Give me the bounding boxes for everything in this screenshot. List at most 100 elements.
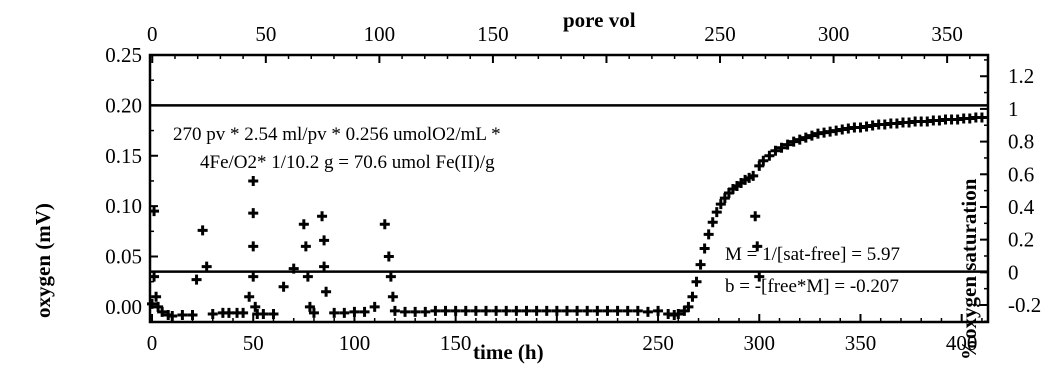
data-point xyxy=(383,251,394,262)
plot-frame xyxy=(148,53,990,324)
data-point xyxy=(719,193,730,204)
top-x-axis-title: pore vol xyxy=(563,8,636,32)
data-point xyxy=(460,305,471,316)
data-point xyxy=(612,305,623,316)
data-point xyxy=(800,132,811,143)
data-point xyxy=(308,307,319,318)
data-point xyxy=(750,211,761,222)
data-point xyxy=(339,307,350,318)
data-point xyxy=(248,271,259,282)
right-y-tick-label-1: 0 xyxy=(1008,260,1019,284)
top-x-tick-label-300: 300 xyxy=(818,22,850,46)
data-point xyxy=(147,298,158,309)
data-point xyxy=(430,305,441,316)
top-x-tick-label-0: 0 xyxy=(147,22,158,46)
data-point xyxy=(288,263,299,274)
data-point xyxy=(304,301,315,312)
right-y-tick-label-6: 1 xyxy=(1008,97,1019,121)
data-point xyxy=(632,305,643,316)
data-point xyxy=(258,308,269,319)
data-point xyxy=(389,305,400,316)
y-tick-label-5: 0.25 xyxy=(105,43,142,67)
data-point xyxy=(541,305,552,316)
data-point xyxy=(149,206,160,217)
data-point xyxy=(752,241,763,252)
x-tick-label-100: 100 xyxy=(339,331,371,355)
y-tick-label-2: 0.10 xyxy=(105,194,142,218)
data-point xyxy=(776,142,787,153)
data-point xyxy=(400,306,411,317)
right-y-axis-title: %oxygen saturation xyxy=(957,178,981,360)
data-point xyxy=(711,207,722,218)
data-points xyxy=(147,112,987,321)
data-point xyxy=(187,309,198,320)
data-point xyxy=(806,130,817,141)
data-point xyxy=(385,271,396,282)
data-point xyxy=(582,305,593,316)
top-x-tick-label-350: 350 xyxy=(931,22,963,46)
data-point xyxy=(788,136,799,147)
top-x-tick-label-250: 250 xyxy=(704,22,736,46)
data-point xyxy=(207,308,218,319)
data-point xyxy=(491,305,502,316)
data-point xyxy=(379,219,390,230)
data-point xyxy=(653,305,664,316)
data-point xyxy=(248,175,259,186)
data-point xyxy=(748,170,759,181)
data-point xyxy=(699,243,710,254)
data-point xyxy=(248,241,259,252)
top-x-tick-label-50: 50 xyxy=(255,22,276,46)
y-axis-title: oxygen (mV) xyxy=(31,203,55,318)
annotations: 270 pv * 2.54 ml/pv * 0.256 umolO2/mL * … xyxy=(173,124,900,297)
x-axis-title: time (h) xyxy=(473,340,544,364)
data-point xyxy=(592,305,603,316)
data-point xyxy=(703,229,714,240)
data-point xyxy=(191,274,202,285)
x-tick-label-400: 400 xyxy=(946,331,978,355)
data-point xyxy=(153,301,164,312)
data-point xyxy=(149,271,160,282)
data-point xyxy=(440,305,451,316)
y-tick-label-4: 0.20 xyxy=(105,93,142,117)
data-point xyxy=(410,306,421,317)
data-point xyxy=(715,199,726,210)
right-y-tick-label-2: 0.2 xyxy=(1008,228,1034,252)
data-point xyxy=(561,305,572,316)
data-point xyxy=(369,301,380,312)
data-point xyxy=(450,305,461,316)
data-point xyxy=(976,112,987,123)
data-point xyxy=(794,134,805,145)
annotation-line-3: M = 1/[sat-free] = 5.97 xyxy=(725,244,900,265)
axis-titles: time (h) pore vol oxygen (mV) %oxygen sa… xyxy=(31,8,981,364)
right-y-tick-label-4: 0.6 xyxy=(1008,162,1034,186)
x-tick-label-50: 50 xyxy=(243,331,264,355)
data-point xyxy=(151,291,162,302)
data-point xyxy=(268,308,279,319)
right-y-tick-label-5: 0.8 xyxy=(1008,130,1034,154)
data-point xyxy=(683,301,694,312)
data-point xyxy=(602,305,613,316)
annotation-line-1: 270 pv * 2.54 ml/pv * 0.256 umolO2/mL * xyxy=(173,124,501,145)
data-point xyxy=(551,305,562,316)
x-tick-label-0: 0 xyxy=(147,331,158,355)
data-point xyxy=(687,291,698,302)
annotation-line-2: 4Fe/O2* 1/10.2 g = 70.6 umol Fe(II)/g xyxy=(200,152,495,173)
data-point xyxy=(770,145,781,156)
data-point xyxy=(754,271,765,282)
data-point xyxy=(754,160,765,171)
data-point xyxy=(572,305,583,316)
annotation-line-4: b = -[free*M] = -0.207 xyxy=(725,276,899,297)
data-point xyxy=(707,217,718,228)
y-tick-label-1: 0.05 xyxy=(105,245,142,269)
data-point xyxy=(302,271,313,282)
x-tick-label-250: 250 xyxy=(642,331,674,355)
data-point xyxy=(244,291,255,302)
top-x-tick-label-150: 150 xyxy=(477,22,509,46)
data-point xyxy=(511,305,522,316)
data-point xyxy=(321,286,332,297)
y-tick-label-0: 0.00 xyxy=(105,295,142,319)
data-point xyxy=(238,307,249,318)
data-point xyxy=(300,241,311,252)
data-point xyxy=(319,235,330,246)
